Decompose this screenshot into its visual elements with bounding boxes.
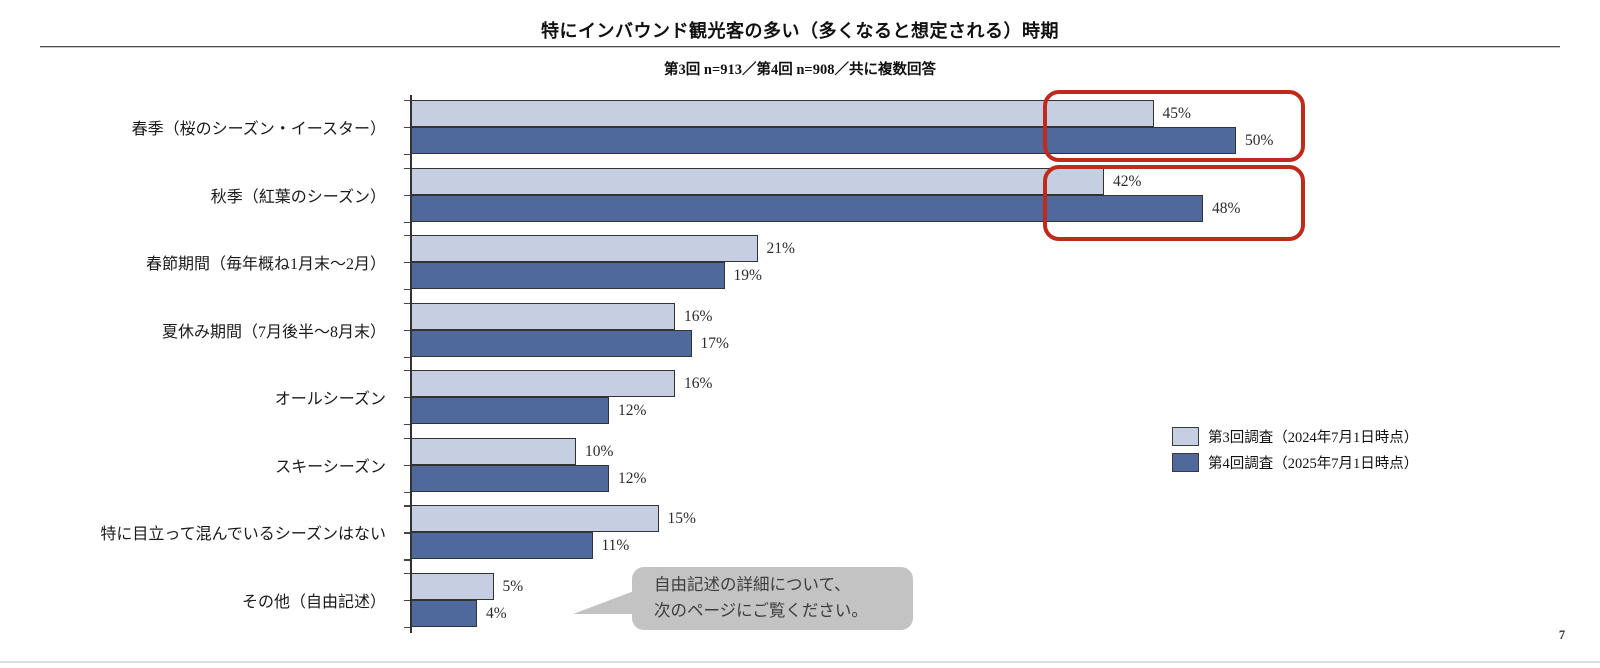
value-label: 17% — [700, 334, 729, 352]
axis-tick — [404, 289, 410, 291]
axis-tick — [404, 464, 410, 467]
value-label: 21% — [766, 240, 795, 258]
axis-tick — [404, 559, 410, 561]
axis-tick — [404, 235, 410, 237]
axis-tick — [404, 154, 410, 156]
callout-text-line1: 自由記述の詳細について、 — [654, 575, 851, 594]
legend-swatch-series-0 — [1172, 426, 1199, 446]
value-label: 16% — [684, 375, 713, 393]
axis-tick — [404, 532, 410, 534]
category-label: オールシーズン — [274, 391, 386, 409]
value-label: 15% — [667, 510, 696, 528]
category-label: 春季（桜のシーズン・イースター） — [131, 121, 386, 138]
value-label: 11% — [601, 537, 630, 555]
axis-tick — [404, 626, 410, 629]
value-label: 16% — [684, 307, 713, 325]
axis-tick — [404, 505, 410, 507]
bar — [411, 194, 1203, 222]
category-label: 秋季（紅葉のシーズン） — [210, 188, 386, 206]
value-label: 19% — [733, 267, 762, 285]
category-label: スキーシーズン — [275, 458, 386, 476]
bar — [411, 464, 609, 492]
axis-tick — [404, 262, 410, 264]
legend-label-round4: 第4回調査（2025年7月1日時点） — [1208, 455, 1419, 472]
callout-text-line2: 次のページにご覧ください。 — [654, 601, 868, 620]
axis-tick — [404, 599, 410, 602]
highlight-box-spring — [1043, 90, 1305, 162]
page-number: 7 — [1558, 628, 1566, 642]
legend-swatch-series-1 — [1172, 452, 1199, 472]
axis-tick — [404, 437, 410, 440]
title-divider — [40, 46, 1560, 48]
legend-item-round3: 第3回調査（2024年7月1日時点） — [1172, 423, 1418, 449]
value-label: 48% — [1212, 199, 1241, 217]
bar — [411, 599, 477, 627]
axis-tick — [404, 491, 410, 494]
axis-tick — [404, 572, 410, 575]
category-label: その他（自由記述） — [241, 593, 386, 611]
value-label: 5% — [502, 577, 524, 595]
chart-title: 特にインバウンド観光客の多い（多くなると想定される）時期 — [541, 21, 1059, 41]
chart-legend: 第3回調査（2024年7月1日時点） 第4回調査（2025年7月1日時点） — [1172, 423, 1418, 475]
bar — [411, 532, 593, 560]
bar — [411, 505, 659, 533]
bar — [411, 370, 675, 398]
value-label: 12% — [618, 402, 647, 420]
category-label: 夏休み期間（7月後半～8月末） — [161, 323, 386, 341]
axis-tick — [404, 302, 410, 304]
callout-bubble: 自由記述の詳細について、 次のページにご覧ください。 — [573, 567, 913, 630]
value-label: 45% — [1162, 105, 1191, 122]
value-label: 50% — [1245, 132, 1274, 149]
bar — [411, 127, 1236, 154]
bar — [411, 329, 692, 357]
axis-tick — [404, 397, 410, 399]
bar — [411, 100, 1154, 127]
bar — [411, 397, 609, 425]
axis-tick — [404, 356, 410, 358]
callout-tail-icon — [573, 591, 634, 614]
axis-tick — [404, 167, 410, 169]
axis-tick — [404, 194, 410, 196]
bottom-divider — [0, 661, 1600, 663]
axis-tick — [404, 370, 410, 372]
legend-label-round3: 第3回調査（2024年7月1日時点） — [1208, 429, 1419, 446]
bar — [411, 167, 1104, 195]
bar — [411, 302, 675, 330]
bar — [411, 572, 494, 600]
highlight-box-autumn — [1043, 165, 1305, 241]
bar — [411, 262, 725, 290]
axis-tick — [404, 424, 410, 426]
category-label: 特に目立って混んでいるシーズンはない — [100, 526, 386, 544]
value-label: 10% — [585, 442, 614, 460]
axis-tick — [404, 127, 410, 129]
value-label: 4% — [486, 604, 507, 622]
value-label: 42% — [1113, 172, 1142, 190]
category-axis-line — [410, 95, 412, 633]
value-label: 12% — [618, 469, 647, 487]
axis-tick — [404, 100, 410, 102]
category-label: 春節期間（毎年概ね1月末～2月） — [145, 256, 386, 274]
bar — [411, 437, 576, 465]
bar — [411, 235, 758, 263]
legend-item-round4: 第4回調査（2025年7月1日時点） — [1172, 449, 1418, 475]
chart-subtitle: 第3回 n=913／第4回 n=908／共に複数回答 — [664, 62, 936, 78]
axis-tick — [404, 221, 410, 223]
axis-tick — [404, 329, 410, 331]
